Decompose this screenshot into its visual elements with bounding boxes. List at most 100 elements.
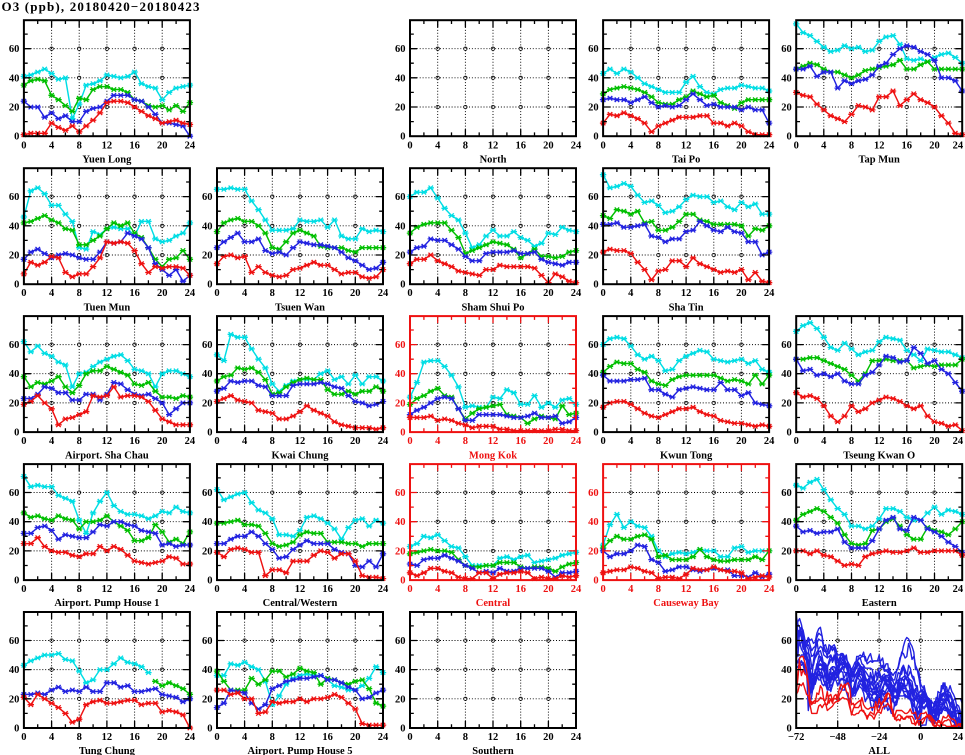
svg-text:Airport. Pump House 5: Airport. Pump House 5 xyxy=(248,746,353,755)
svg-text:40: 40 xyxy=(395,517,406,528)
svg-text:12: 12 xyxy=(874,584,885,595)
svg-text:20: 20 xyxy=(202,694,213,705)
svg-text:0: 0 xyxy=(407,584,412,595)
svg-text:8: 8 xyxy=(270,584,275,595)
svg-text:4: 4 xyxy=(821,436,827,447)
svg-text:4: 4 xyxy=(242,732,248,743)
svg-text:40: 40 xyxy=(588,517,599,528)
svg-text:16: 16 xyxy=(322,584,333,595)
svg-text:0: 0 xyxy=(593,132,598,143)
svg-text:40: 40 xyxy=(588,369,599,380)
svg-text:16: 16 xyxy=(515,288,526,299)
svg-text:60: 60 xyxy=(781,340,792,351)
svg-text:0: 0 xyxy=(14,280,19,291)
svg-text:4: 4 xyxy=(49,288,55,299)
svg-text:4: 4 xyxy=(435,436,441,447)
svg-text:0: 0 xyxy=(21,140,26,151)
svg-text:0: 0 xyxy=(400,576,405,587)
svg-text:0: 0 xyxy=(593,576,598,587)
svg-text:Tsuen Wan: Tsuen Wan xyxy=(275,302,325,313)
svg-text:4: 4 xyxy=(821,584,827,595)
svg-text:8: 8 xyxy=(463,732,468,743)
svg-text:16: 16 xyxy=(129,288,140,299)
svg-text:20: 20 xyxy=(157,436,168,447)
svg-text:Southern: Southern xyxy=(472,746,514,755)
svg-text:16: 16 xyxy=(515,584,526,595)
svg-text:20: 20 xyxy=(350,436,361,447)
svg-text:20: 20 xyxy=(395,103,406,114)
svg-text:4: 4 xyxy=(435,140,441,151)
svg-text:0: 0 xyxy=(21,732,26,743)
svg-text:40: 40 xyxy=(395,665,406,676)
svg-text:20: 20 xyxy=(157,732,168,743)
svg-text:20: 20 xyxy=(202,546,213,557)
svg-text:8: 8 xyxy=(77,140,82,151)
svg-text:0: 0 xyxy=(407,140,412,151)
svg-text:60: 60 xyxy=(781,636,792,647)
svg-text:60: 60 xyxy=(588,340,599,351)
svg-text:24: 24 xyxy=(185,732,196,743)
svg-text:0: 0 xyxy=(14,576,19,587)
svg-text:Airport. Sha Chau: Airport. Sha Chau xyxy=(65,450,149,461)
svg-text:60: 60 xyxy=(588,44,599,55)
svg-text:20: 20 xyxy=(543,288,554,299)
svg-text:16: 16 xyxy=(902,140,913,151)
svg-text:20: 20 xyxy=(588,251,599,262)
svg-text:24: 24 xyxy=(378,584,389,595)
svg-text:12: 12 xyxy=(295,436,306,447)
svg-text:16: 16 xyxy=(322,288,333,299)
svg-text:60: 60 xyxy=(202,192,213,203)
svg-text:20: 20 xyxy=(395,546,406,557)
svg-text:8: 8 xyxy=(656,140,661,151)
svg-text:20: 20 xyxy=(395,694,406,705)
svg-text:8: 8 xyxy=(77,436,82,447)
svg-text:Tai Po: Tai Po xyxy=(672,154,701,165)
svg-text:20: 20 xyxy=(588,398,599,409)
svg-text:4: 4 xyxy=(49,436,55,447)
svg-text:20: 20 xyxy=(781,694,792,705)
svg-text:16: 16 xyxy=(129,436,140,447)
svg-text:60: 60 xyxy=(395,340,406,351)
svg-text:0: 0 xyxy=(400,132,405,143)
svg-text:20: 20 xyxy=(395,251,406,262)
svg-text:40: 40 xyxy=(202,221,213,232)
svg-text:16: 16 xyxy=(515,140,526,151)
svg-text:20: 20 xyxy=(543,436,554,447)
svg-text:20: 20 xyxy=(9,398,20,409)
svg-text:8: 8 xyxy=(849,436,854,447)
svg-text:4: 4 xyxy=(242,436,248,447)
svg-text:8: 8 xyxy=(656,584,661,595)
svg-text:16: 16 xyxy=(322,436,333,447)
svg-text:4: 4 xyxy=(49,584,55,595)
svg-text:0: 0 xyxy=(786,132,791,143)
svg-text:12: 12 xyxy=(102,584,113,595)
svg-text:40: 40 xyxy=(9,221,20,232)
svg-text:Central: Central xyxy=(476,598,510,609)
svg-text:24: 24 xyxy=(378,436,389,447)
svg-text:24: 24 xyxy=(571,436,582,447)
svg-text:0: 0 xyxy=(786,724,791,735)
svg-text:16: 16 xyxy=(709,584,720,595)
svg-text:0: 0 xyxy=(407,732,412,743)
svg-text:Sham Shui Po: Sham Shui Po xyxy=(461,302,524,313)
svg-text:40: 40 xyxy=(588,73,599,84)
svg-text:8: 8 xyxy=(77,732,82,743)
svg-text:20: 20 xyxy=(781,398,792,409)
svg-text:20: 20 xyxy=(9,694,20,705)
svg-text:0: 0 xyxy=(918,732,923,743)
svg-text:ALL: ALL xyxy=(868,746,890,755)
svg-text:60: 60 xyxy=(781,488,792,499)
svg-text:0: 0 xyxy=(786,428,791,439)
svg-text:16: 16 xyxy=(902,436,913,447)
svg-text:4: 4 xyxy=(628,436,634,447)
svg-text:8: 8 xyxy=(849,140,854,151)
svg-text:Eastern: Eastern xyxy=(862,598,897,609)
svg-text:24: 24 xyxy=(571,140,582,151)
svg-text:20: 20 xyxy=(350,732,361,743)
svg-text:12: 12 xyxy=(488,584,499,595)
svg-text:20: 20 xyxy=(781,546,792,557)
svg-text:40: 40 xyxy=(202,665,213,676)
svg-text:8: 8 xyxy=(656,288,661,299)
svg-text:20: 20 xyxy=(929,436,940,447)
svg-text:60: 60 xyxy=(9,636,20,647)
